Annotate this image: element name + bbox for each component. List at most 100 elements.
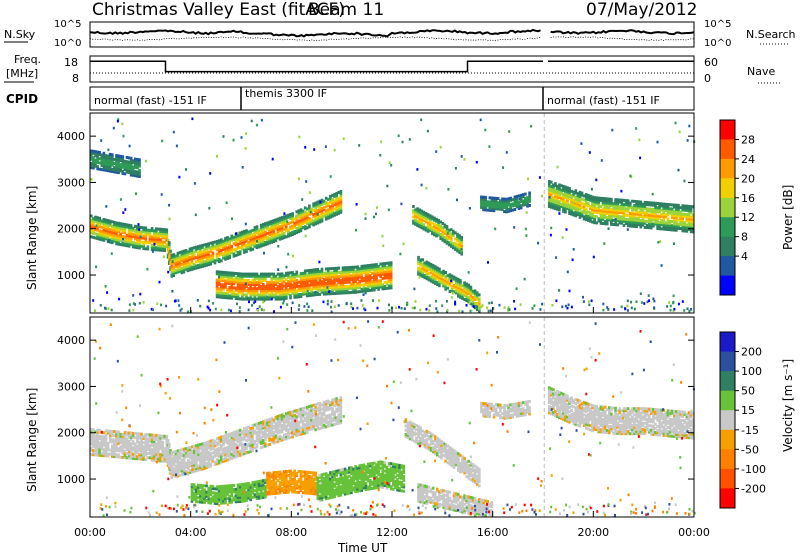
- data-cell: [643, 215, 647, 219]
- noise-cell: [460, 247, 463, 251]
- data-cell: [217, 459, 221, 463]
- data-cell: [226, 445, 229, 449]
- data-cell: [178, 251, 182, 255]
- data-cell: [142, 441, 145, 445]
- data-cell: [356, 284, 359, 288]
- data-cell: [241, 239, 244, 242]
- data-cell: [123, 227, 127, 231]
- data-cell: [287, 215, 290, 219]
- data-cell: [422, 215, 426, 218]
- data-cell: [509, 205, 512, 208]
- data-cell: [119, 165, 122, 169]
- data-cell: [144, 458, 148, 461]
- data-cell: [117, 223, 120, 227]
- data-cell: [591, 214, 594, 218]
- data-cell: [174, 258, 178, 262]
- data-cell: [232, 282, 236, 286]
- data-cell: [247, 274, 250, 278]
- data-cell: [550, 197, 553, 201]
- data-cell: [689, 211, 693, 215]
- data-cell: [125, 225, 129, 229]
- data-cell: [188, 264, 192, 268]
- data-cell: [454, 291, 458, 295]
- data-cell: [528, 197, 531, 201]
- data-cell: [249, 246, 252, 250]
- data-cell: [241, 430, 244, 434]
- data-cell: [343, 285, 347, 289]
- data-cell: [387, 286, 391, 290]
- data-cell: [197, 445, 200, 449]
- data-cell: [98, 229, 101, 233]
- data-cell: [274, 218, 278, 222]
- data-cell: [172, 450, 176, 454]
- data-cell: [215, 453, 219, 457]
- data-cell: [234, 436, 238, 440]
- data-cell: [299, 295, 303, 298]
- data-cell: [276, 234, 280, 238]
- data-cell: [144, 453, 148, 457]
- data-cell: [460, 240, 463, 243]
- noise-cell: [94, 309, 96, 312]
- data-cell: [113, 235, 116, 239]
- noise-cell: [626, 228, 629, 231]
- data-cell: [681, 206, 684, 210]
- noise-cell: [647, 294, 650, 297]
- data-cell: [301, 282, 305, 286]
- data-cell: [437, 233, 440, 237]
- data-cell: [306, 275, 309, 279]
- data-cell: [624, 219, 628, 223]
- data-cell: [247, 431, 250, 435]
- data-cell: [343, 276, 347, 280]
- noise-cell: [525, 211, 528, 214]
- data-cell: [593, 217, 596, 221]
- data-cell: [333, 277, 336, 281]
- data-cell: [152, 435, 156, 439]
- data-cell: [262, 422, 265, 426]
- data-cell: [381, 262, 385, 266]
- data-cell: [276, 225, 280, 229]
- data-cell: [366, 266, 370, 270]
- data-cell: [278, 274, 282, 278]
- data-cell: [362, 285, 366, 289]
- data-cell: [191, 457, 194, 461]
- data-cell: [662, 219, 666, 223]
- data-cell: [473, 289, 477, 293]
- data-cell: [226, 452, 229, 456]
- data-cell: [249, 236, 252, 239]
- data-cell: [176, 251, 180, 255]
- noise-cell: [450, 279, 453, 283]
- data-cell: [148, 437, 152, 441]
- data-cell: [548, 205, 551, 208]
- data-cell: [306, 288, 309, 291]
- data-cell: [301, 273, 305, 277]
- data-cell: [186, 463, 190, 467]
- data-cell: [601, 215, 605, 219]
- noise-cell: [653, 299, 656, 303]
- data-cell: [339, 281, 343, 285]
- data-cell: [234, 292, 238, 296]
- data-cell: [182, 472, 186, 476]
- data-cell: [331, 285, 334, 289]
- data-cell: [629, 216, 632, 220]
- data-cell: [441, 234, 445, 238]
- data-cell: [157, 236, 160, 239]
- data-cell: [316, 202, 320, 206]
- data-cell: [228, 271, 231, 275]
- data-cell: [440, 270, 443, 274]
- data-cell: [174, 262, 178, 266]
- noise-cell: [251, 304, 254, 307]
- data-cell: [117, 436, 120, 440]
- data-cell: [241, 285, 244, 289]
- data-cell: [220, 242, 223, 246]
- data-cell: [303, 277, 307, 281]
- data-cell: [375, 267, 378, 271]
- data-cell: [201, 452, 204, 456]
- data-cell: [306, 269, 309, 273]
- data-cell: [282, 236, 286, 240]
- data-cell: [131, 173, 135, 177]
- data-cell: [108, 161, 112, 165]
- data-cell: [131, 159, 135, 163]
- data-cell: [416, 219, 419, 223]
- data-cell: [255, 291, 259, 295]
- data-cell: [215, 284, 219, 288]
